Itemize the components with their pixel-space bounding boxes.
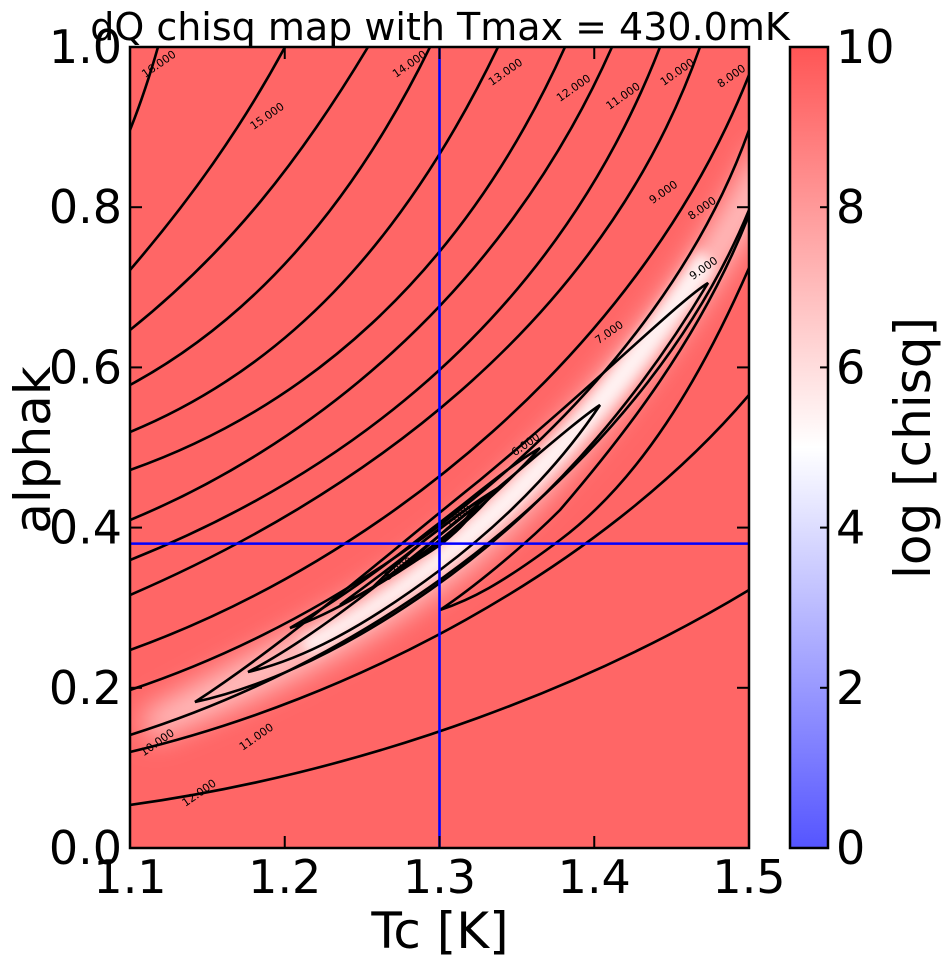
y-tick-label: 1.0 (49, 20, 122, 74)
contour-line (130, 47, 160, 131)
x-tick-label: 1.3 (403, 850, 476, 904)
contour-line (247, 403, 602, 674)
y-tick-label: 0.2 (49, 661, 122, 715)
contour-line (130, 47, 614, 522)
y-axis-label: alphak (4, 366, 62, 534)
contour-line (194, 281, 710, 704)
x-axis-ticks: 1.1 1.2 1.3 1.4 1.5 (93, 47, 786, 904)
contour-lines (130, 47, 749, 807)
y-tick-label: 0.6 (49, 340, 122, 394)
x-tick-label: 1.4 (558, 850, 631, 904)
contour-line (130, 588, 749, 807)
colorbar-tick-label: 6 (836, 340, 865, 394)
contour-line (130, 209, 749, 737)
contour-line (130, 394, 749, 754)
x-tick-label: 1.5 (712, 850, 785, 904)
colorbar-tick-label: 4 (836, 501, 865, 555)
contour-line (130, 47, 702, 597)
x-axis-label: Tc [K] (370, 902, 508, 960)
contour-line (130, 74, 749, 652)
y-tick-label: 0.0 (49, 821, 122, 875)
contour-line (130, 47, 432, 387)
colorbar (788, 45, 830, 850)
colorbar-label: log [chisq] (884, 317, 942, 579)
contour-line (130, 47, 662, 562)
y-axis-ticks: 0.0 0.2 0.4 0.6 0.8 1.0 (49, 20, 749, 875)
colorbar-tick-label: 8 (836, 180, 865, 234)
colorbar-tick-label: 10 (836, 20, 895, 74)
contour-line (130, 47, 370, 332)
contour-line (130, 47, 287, 271)
y-tick-label: 0.4 (49, 501, 122, 555)
contour-line (130, 47, 567, 472)
y-tick-label: 0.8 (49, 180, 122, 234)
colorbar-ticks: 0 2 4 6 8 10 (820, 20, 895, 875)
colorbar-tick-label: 2 (836, 661, 865, 715)
x-tick-label: 1.2 (248, 850, 321, 904)
chisq-valley-inner (300, 250, 715, 655)
contour-line (130, 47, 500, 434)
chart-title: dQ chisq map with Tmax = 430.0mK (90, 5, 791, 49)
colorbar-tick-label: 0 (836, 821, 865, 875)
x-tick-label: 1.1 (93, 850, 166, 904)
